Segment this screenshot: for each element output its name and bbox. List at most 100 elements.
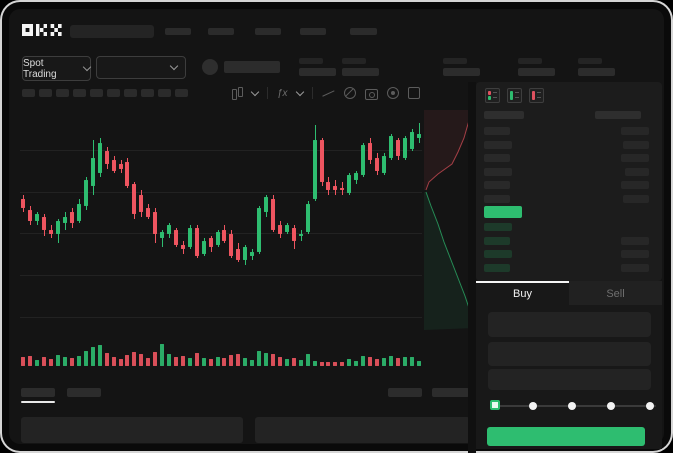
volume-bar xyxy=(63,356,68,366)
combined-book-view-icon[interactable] xyxy=(485,88,500,103)
timeframe-button-placeholder[interactable] xyxy=(73,89,86,97)
volume-bar xyxy=(257,350,262,366)
volume-bar xyxy=(381,358,386,366)
indicators-icon[interactable]: ƒx xyxy=(277,87,288,99)
ask-amount-placeholder xyxy=(621,127,649,135)
search-box-placeholder[interactable] xyxy=(70,25,154,38)
order-book-bid-row[interactable] xyxy=(484,248,649,261)
chevron-down-icon[interactable] xyxy=(250,87,260,96)
candle-body xyxy=(388,135,393,158)
order-book-ask-row[interactable] xyxy=(484,139,649,152)
candle-body xyxy=(167,225,172,235)
order-book-bid-row[interactable] xyxy=(484,221,649,234)
price-input-placeholder[interactable] xyxy=(488,312,651,337)
bid-amount-placeholder xyxy=(621,263,649,272)
timeframe-button-placeholder[interactable] xyxy=(56,89,69,97)
settings-icon[interactable] xyxy=(386,87,399,99)
amount-input-placeholder[interactable] xyxy=(488,342,651,366)
order-book-bid-row[interactable] xyxy=(484,262,649,275)
volume-bar xyxy=(132,352,137,366)
timeframe-button-placeholder[interactable] xyxy=(175,89,188,97)
volume-bar xyxy=(125,355,130,366)
compare-icon[interactable] xyxy=(343,87,356,99)
candle-body xyxy=(35,214,40,221)
volume-bar xyxy=(111,356,116,366)
tab-buy[interactable]: Buy xyxy=(476,281,569,305)
volume-bar xyxy=(194,352,199,366)
bottom-filter-placeholder[interactable] xyxy=(388,388,422,397)
candle-body xyxy=(173,229,178,245)
nav-item-placeholder[interactable] xyxy=(350,28,377,35)
ask-amount-placeholder xyxy=(623,194,649,203)
volume-bar xyxy=(180,355,185,366)
candle-body xyxy=(139,194,144,213)
chart-gridline xyxy=(20,275,422,276)
slider-stop-dot[interactable] xyxy=(568,402,576,410)
volume-bar xyxy=(69,357,74,366)
market-type-selector[interactable]: Spot Trading xyxy=(22,56,92,81)
total-input-placeholder[interactable] xyxy=(488,369,651,390)
bid-price-placeholder xyxy=(484,263,510,272)
order-book-ask-row[interactable] xyxy=(484,152,649,165)
candle-body xyxy=(409,131,414,150)
timeframe-button-placeholder[interactable] xyxy=(90,89,103,97)
slider-stop-dot[interactable] xyxy=(529,402,537,410)
volume-bar xyxy=(76,356,81,366)
order-book-ask-row[interactable] xyxy=(484,179,649,192)
volume-bar xyxy=(395,358,400,366)
order-book-bid-row[interactable] xyxy=(484,235,649,248)
volume-bar xyxy=(340,361,345,366)
timeframe-button-placeholder[interactable] xyxy=(39,89,52,97)
candle-body xyxy=(354,173,359,180)
slider-stop-dot[interactable] xyxy=(646,402,654,410)
fullscreen-icon[interactable] xyxy=(407,87,420,99)
bottom-tab-placeholder-active[interactable] xyxy=(21,388,55,397)
timeframe-button-placeholder[interactable] xyxy=(141,89,154,97)
candle-body xyxy=(243,247,248,261)
bottom-filter-placeholder[interactable] xyxy=(432,388,469,397)
chevron-down-icon[interactable] xyxy=(295,87,304,96)
volume-bar xyxy=(354,360,359,366)
order-book-ask-row[interactable] xyxy=(484,193,649,206)
nav-item-placeholder[interactable] xyxy=(165,28,191,35)
candle-body xyxy=(340,188,345,191)
tab-sell[interactable]: Sell xyxy=(569,281,662,305)
timeframe-button-placeholder[interactable] xyxy=(158,89,171,97)
buy-submit-button[interactable] xyxy=(487,427,645,446)
trade-panel: Buy Sell xyxy=(476,281,662,449)
candle-body xyxy=(42,216,47,230)
timeframe-button-placeholder[interactable] xyxy=(107,89,120,97)
bids-book-view-icon[interactable] xyxy=(507,88,522,103)
pair-dropdown[interactable] xyxy=(96,56,186,79)
timeframe-button-placeholder[interactable] xyxy=(22,89,35,97)
order-book-ask-row[interactable] xyxy=(484,166,649,179)
order-book-panel xyxy=(476,82,662,281)
okx-logo[interactable] xyxy=(22,22,64,38)
last-price-highlight[interactable] xyxy=(484,206,522,218)
trend-line-icon[interactable] xyxy=(322,87,335,100)
nav-item-placeholder[interactable] xyxy=(255,28,281,35)
bid-amount-placeholder xyxy=(621,236,649,245)
asks-book-view-icon[interactable] xyxy=(529,88,544,103)
candle-body xyxy=(49,229,54,235)
order-book-ask-row[interactable] xyxy=(484,125,649,138)
slider-stop-dot[interactable] xyxy=(607,402,615,410)
candle-body xyxy=(312,140,317,200)
camera-icon[interactable] xyxy=(364,88,378,100)
volume-bar xyxy=(402,357,407,366)
bid-price-placeholder xyxy=(484,223,512,231)
timeframe-button-placeholder[interactable] xyxy=(124,89,137,97)
candle-body xyxy=(298,234,303,237)
volume-bar xyxy=(146,357,151,366)
slider-handle[interactable] xyxy=(490,400,500,410)
nav-item-placeholder[interactable] xyxy=(208,28,234,35)
amount-slider[interactable] xyxy=(490,399,656,413)
candlestick-chart[interactable] xyxy=(20,112,422,330)
volume-bar xyxy=(42,356,47,366)
nav-item-placeholder[interactable] xyxy=(300,28,326,35)
bottom-tab-placeholder[interactable] xyxy=(67,388,101,397)
candle-body xyxy=(257,207,262,252)
candle-body xyxy=(368,142,373,160)
volume-bar xyxy=(361,355,366,366)
chart-type-icon[interactable] xyxy=(230,86,243,100)
